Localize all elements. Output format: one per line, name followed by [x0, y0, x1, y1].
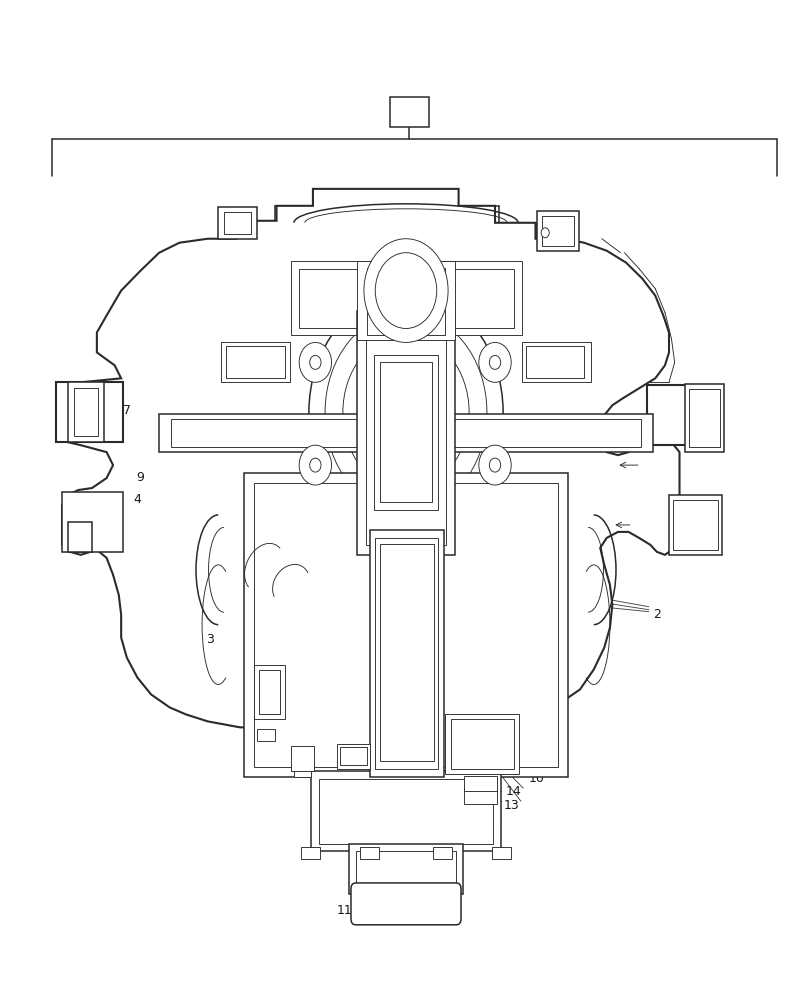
Bar: [310, 771, 501, 851]
Bar: [56, 382, 122, 442]
Bar: [290, 261, 521, 335]
Bar: [257, 729, 275, 741]
Bar: [318, 779, 493, 844]
Bar: [290, 746, 313, 771]
Bar: [221, 342, 290, 382]
Text: 10: 10: [529, 772, 544, 785]
Bar: [521, 342, 590, 382]
Circle shape: [375, 253, 436, 328]
Bar: [339, 747, 367, 765]
Bar: [254, 483, 557, 767]
Bar: [373, 355, 438, 510]
Bar: [349, 844, 462, 894]
Circle shape: [298, 445, 331, 485]
Bar: [444, 714, 519, 774]
Bar: [450, 719, 513, 769]
Circle shape: [478, 342, 511, 382]
Bar: [432, 847, 452, 859]
Text: 9: 9: [136, 471, 144, 484]
Text: 1: 1: [405, 106, 413, 119]
Bar: [367, 268, 444, 335]
Bar: [67, 522, 92, 552]
Bar: [359, 847, 379, 859]
FancyBboxPatch shape: [350, 883, 461, 925]
Circle shape: [489, 458, 500, 472]
Bar: [668, 495, 721, 555]
Circle shape: [308, 293, 503, 532]
Text: 6: 6: [267, 701, 274, 714]
Text: 7: 7: [122, 404, 131, 417]
Bar: [67, 382, 104, 442]
Circle shape: [298, 342, 331, 382]
Bar: [375, 538, 438, 769]
Bar: [244, 473, 567, 777]
Text: 2: 2: [652, 608, 660, 621]
Bar: [294, 767, 310, 777]
Bar: [337, 744, 369, 769]
Text: 8: 8: [545, 226, 553, 239]
Circle shape: [309, 458, 320, 472]
Bar: [536, 211, 578, 251]
Bar: [300, 847, 320, 859]
Bar: [298, 269, 513, 328]
Circle shape: [342, 334, 469, 490]
Circle shape: [540, 228, 548, 238]
Text: 4: 4: [133, 493, 141, 506]
Text: 15: 15: [311, 775, 326, 788]
Bar: [672, 500, 717, 550]
Bar: [224, 212, 251, 234]
Bar: [355, 851, 456, 889]
Bar: [369, 530, 444, 777]
Text: 14: 14: [505, 785, 521, 798]
Bar: [646, 385, 715, 445]
Text: 13: 13: [503, 799, 518, 812]
Bar: [541, 216, 573, 246]
Bar: [259, 670, 280, 714]
Bar: [365, 320, 446, 545]
Bar: [226, 346, 285, 378]
Bar: [357, 311, 454, 555]
Bar: [62, 492, 122, 552]
Bar: [684, 384, 723, 452]
Text: 4: 4: [112, 386, 120, 399]
Bar: [380, 362, 431, 502]
Text: 3: 3: [206, 633, 214, 646]
Text: 11: 11: [337, 904, 352, 917]
Bar: [491, 847, 511, 859]
Bar: [171, 419, 640, 447]
Circle shape: [489, 355, 500, 369]
Bar: [380, 544, 433, 761]
Text: 12: 12: [260, 756, 276, 769]
Bar: [525, 346, 583, 378]
Bar: [357, 261, 454, 340]
Bar: [389, 97, 428, 127]
Circle shape: [478, 445, 511, 485]
Circle shape: [324, 313, 487, 512]
Circle shape: [309, 355, 320, 369]
Bar: [74, 388, 98, 436]
Polygon shape: [59, 189, 679, 734]
Bar: [254, 665, 285, 719]
Text: 5: 5: [269, 715, 277, 728]
Bar: [464, 789, 496, 804]
Circle shape: [363, 239, 448, 342]
Bar: [159, 414, 652, 452]
Bar: [689, 389, 719, 447]
Bar: [464, 776, 496, 791]
Bar: [218, 207, 257, 239]
